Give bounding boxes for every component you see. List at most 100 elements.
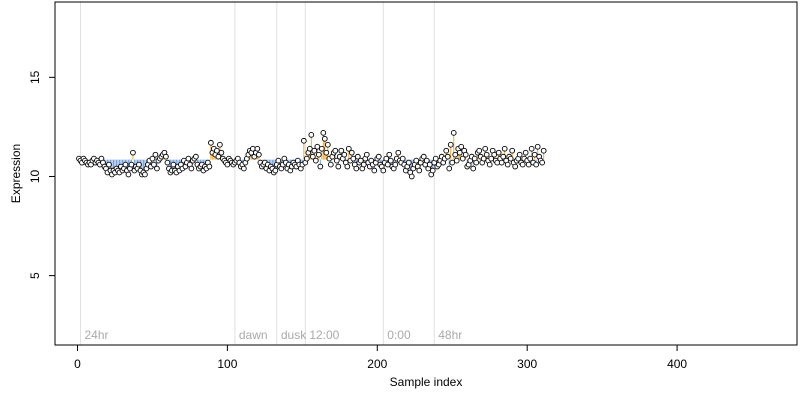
- marker-label-3: 12:00: [309, 328, 339, 342]
- plot-frame: [54, 1, 798, 346]
- data-point-172: [333, 157, 340, 164]
- data-point-232: [423, 157, 430, 164]
- data-point-175: [338, 147, 345, 154]
- data-point-120: [256, 151, 262, 158]
- data-point-306: [534, 143, 541, 150]
- data-point-183: [350, 155, 357, 162]
- data-point-298: [522, 149, 529, 156]
- data-point-165: [323, 149, 330, 156]
- data-point-49: [149, 155, 156, 162]
- data-point-110: [241, 165, 247, 172]
- data-point-63: [170, 161, 177, 168]
- time-marker-lines: [79, 2, 435, 345]
- y-tick-label-0: 5: [28, 272, 42, 279]
- data-point-291: [512, 163, 519, 170]
- data-point-156: [309, 153, 316, 160]
- data-point-88: [208, 139, 214, 146]
- x-axis: 0 100 200 300 400: [74, 344, 687, 371]
- data-point-270: [480, 155, 487, 162]
- data-point-282: [498, 159, 505, 166]
- data-point-310: [540, 147, 547, 154]
- data-point-59: [164, 159, 171, 166]
- data-point-93: [215, 153, 222, 160]
- data-point-192: [363, 151, 370, 158]
- x-tick-label-3: 300: [517, 357, 537, 371]
- data-point-205: [383, 155, 390, 162]
- marker-label-2: dusk: [281, 328, 307, 342]
- data-point-158: [312, 157, 319, 164]
- data-point-255: [458, 143, 465, 150]
- data-point-188: [357, 157, 364, 164]
- y-tick-label-1: 10: [28, 169, 42, 183]
- data-point-289: [509, 147, 516, 154]
- data-point-305: [533, 161, 540, 168]
- data-point-304: [531, 151, 538, 158]
- data-point-119: [254, 145, 261, 152]
- data-point-227: [416, 167, 423, 174]
- data-point-75: [188, 165, 195, 172]
- data-point-267: [476, 147, 483, 154]
- y-tick-label-2: 15: [28, 70, 42, 84]
- marker-label-1: dawn: [239, 328, 268, 342]
- data-point-155: [308, 131, 315, 138]
- data-point-207: [386, 151, 393, 158]
- data-point-302: [528, 145, 535, 152]
- data-point-33: [125, 171, 132, 178]
- data-point-197: [371, 167, 378, 174]
- marker-label-0: 24hr: [84, 328, 108, 342]
- data-point-280: [495, 149, 502, 156]
- data-point-225: [413, 157, 420, 164]
- data-point-185: [353, 165, 360, 172]
- data-point-301: [527, 155, 534, 162]
- marker-label-5: 48hr: [438, 328, 462, 342]
- data-point-236: [429, 167, 436, 174]
- data-point-248: [447, 141, 454, 148]
- marker-label-4: 0:00: [387, 328, 411, 342]
- data-point-277: [491, 151, 498, 158]
- data-point-50: [151, 161, 157, 168]
- data-point-222: [408, 173, 415, 180]
- y-axis: 5 10 15: [28, 70, 56, 279]
- data-points: [76, 130, 547, 180]
- data-point-288: [507, 155, 514, 162]
- data-point-271: [482, 145, 489, 152]
- data-point-247: [446, 165, 453, 172]
- data-point-294: [516, 151, 523, 158]
- data-point-216: [399, 155, 406, 162]
- data-point-159: [314, 143, 321, 150]
- data-point-250: [450, 130, 457, 136]
- data-point-213: [395, 149, 402, 156]
- data-point-263: [470, 165, 477, 172]
- data-point-161: [317, 163, 324, 170]
- data-point-168: [327, 161, 334, 168]
- data-point-31: [122, 161, 129, 168]
- data-point-51: [152, 151, 159, 158]
- x-tick-label-0: 0: [74, 357, 81, 371]
- data-point-200: [375, 153, 382, 160]
- data-point-245: [443, 147, 450, 154]
- data-point-171: [332, 147, 339, 154]
- data-point-180: [345, 145, 352, 152]
- data-point-78: [193, 153, 199, 160]
- data-point-296: [519, 161, 526, 168]
- data-point-272: [483, 151, 490, 158]
- data-point-208: [387, 157, 394, 164]
- time-marker-labels: 24hr dawn dusk 12:00 0:00 48hr: [84, 328, 462, 342]
- data-point-309: [539, 159, 546, 166]
- data-point-166: [324, 141, 331, 148]
- data-point-152: [303, 155, 310, 162]
- data-point-234: [426, 161, 433, 168]
- data-point-20: [106, 161, 112, 168]
- data-point-211: [392, 161, 399, 168]
- data-point-133: [275, 157, 282, 164]
- data-point-256: [459, 155, 466, 162]
- data-point-131: [272, 167, 279, 174]
- data-point-179: [344, 163, 351, 170]
- x-tick-label-1: 100: [217, 357, 237, 371]
- data-point-251: [452, 151, 459, 158]
- data-point-92: [214, 147, 220, 154]
- data-point-238: [432, 155, 439, 162]
- data-point-160: [315, 151, 322, 158]
- data-point-230: [420, 153, 427, 160]
